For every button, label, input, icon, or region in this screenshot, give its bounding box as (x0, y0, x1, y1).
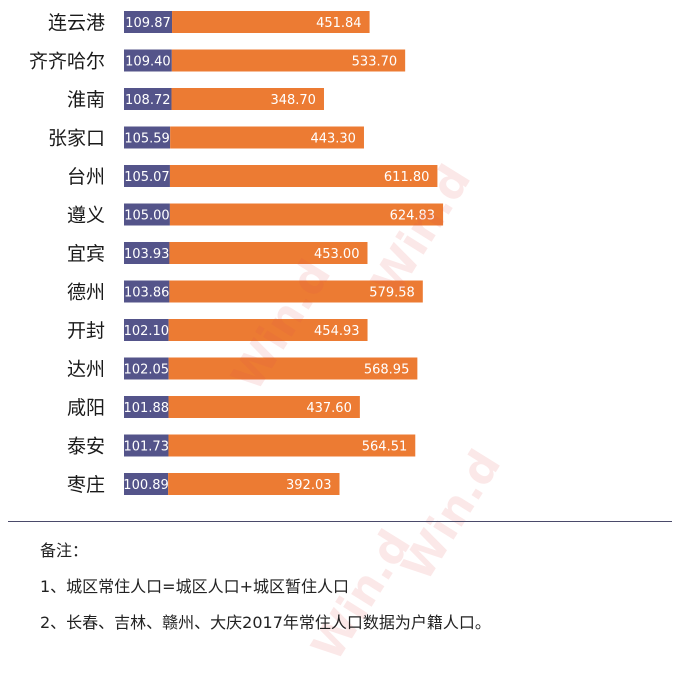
category-label: 遵义 (67, 205, 105, 227)
value-label-1: 109.40 (125, 55, 171, 70)
category-label: 连云港 (48, 12, 105, 34)
value-label-1: 102.10 (124, 324, 170, 339)
bar-segment-1 (124, 11, 173, 33)
bar-segment-2 (169, 242, 368, 264)
value-label-2: 451.84 (316, 16, 362, 31)
notes-title: 备注： (40, 541, 89, 560)
note-line-2: 2、长春、吉林、赣州、大庆2017年常住人口数据为户籍人口。 (40, 613, 491, 632)
bar-segment-2 (168, 473, 340, 495)
bar-segment-2 (168, 396, 360, 418)
value-label-1: 105.59 (124, 132, 170, 147)
value-label-1: 100.89 (123, 478, 169, 493)
bar-segment-2 (168, 357, 418, 380)
value-label-1: 103.86 (124, 286, 170, 301)
bar-segment-2 (169, 203, 444, 226)
bar-segment-2 (169, 165, 438, 187)
bar-segment-1 (124, 357, 169, 380)
value-label-2: 392.03 (286, 478, 332, 493)
category-label: 泰安 (67, 436, 105, 458)
bar-segment-1 (124, 165, 170, 187)
category-label: 枣庄 (67, 474, 105, 496)
value-label-2: 568.95 (364, 363, 410, 378)
value-label-1: 102.05 (124, 363, 170, 378)
value-label-2: 454.93 (314, 324, 360, 339)
bar-segment-2 (172, 11, 370, 33)
bar-segment-1 (124, 88, 172, 110)
value-label-2: 611.80 (384, 170, 430, 185)
bar-segment-1 (124, 396, 169, 418)
note-line-1: 1、城区常住人口=城区人口+城区暂住人口 (40, 577, 349, 596)
value-label-2: 437.60 (306, 401, 352, 416)
value-label-2: 453.00 (314, 247, 360, 262)
bar-segment-1 (124, 434, 169, 457)
divider (8, 521, 672, 522)
bar-segment-1 (124, 126, 171, 149)
category-label: 咸阳 (67, 397, 105, 419)
category-label: 宜宾 (67, 243, 105, 265)
value-label-2: 579.58 (369, 286, 415, 301)
value-label-2: 533.70 (352, 55, 398, 70)
bar-segment-1 (124, 319, 169, 341)
bar-segment-2 (168, 434, 416, 457)
category-label: 淮南 (67, 89, 105, 111)
bar-segment-2 (171, 49, 406, 72)
value-label-1: 105.00 (124, 209, 170, 224)
bar-segment-1 (124, 203, 170, 226)
value-label-2: 443.30 (310, 132, 356, 147)
value-label-2: 564.51 (362, 440, 408, 455)
value-label-2: 348.70 (270, 93, 316, 108)
notes-section: 备注： 1、城区常住人口=城区人口+城区暂住人口 2、长春、吉林、赣州、大庆20… (40, 539, 491, 647)
category-label: 德州 (67, 282, 105, 304)
bar-segment-2 (170, 126, 364, 149)
value-label-1: 105.07 (124, 170, 170, 185)
bar-segment-1 (124, 473, 169, 495)
category-label: 齐齐哈尔 (29, 51, 105, 73)
value-label-2: 624.83 (390, 209, 436, 224)
category-label: 台州 (67, 166, 105, 188)
bar-segment-1 (124, 280, 170, 303)
bar-segment-2 (169, 280, 423, 303)
bar-segment-2 (171, 88, 324, 110)
category-label: 开封 (67, 320, 105, 342)
bar-segment-1 (124, 242, 170, 264)
bar-segment-1 (124, 49, 172, 72)
value-label-1: 103.93 (124, 247, 170, 262)
value-label-1: 108.72 (125, 93, 171, 108)
category-label: 张家口 (48, 128, 105, 150)
value-label-1: 109.87 (125, 16, 171, 31)
population-bar-chart: 连云港 109.87 451.84 齐齐哈尔 109.40 533.70 淮南 108.72 3… (29, 11, 444, 496)
value-label-1: 101.73 (123, 440, 169, 455)
bar-segment-2 (168, 319, 368, 341)
value-label-1: 101.88 (124, 401, 170, 416)
category-label: 达州 (67, 359, 105, 381)
